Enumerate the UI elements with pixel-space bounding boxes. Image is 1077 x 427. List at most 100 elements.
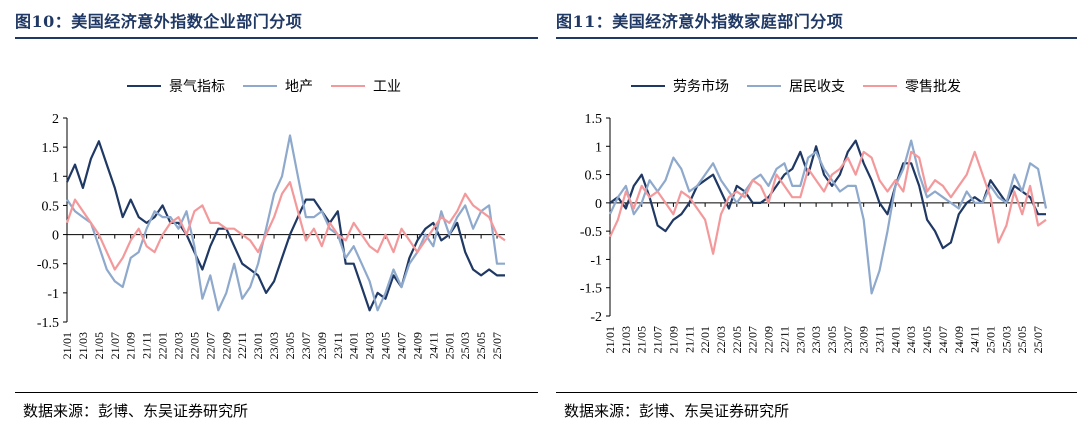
x-tick-label: 24/01 — [347, 332, 361, 359]
x-tick-label: 23/03 — [267, 332, 281, 359]
x-tick-label: 25/07 — [1031, 326, 1045, 353]
legend: 景气指标 地产 工业 — [127, 76, 419, 96]
line-chart-business: 21.510.50-0.5-1-1.521/01 21/03 21/05 21/07 2… — [37, 112, 506, 359]
x-tick-label: 23/11 — [331, 332, 345, 359]
x-tick-label: 25/05 — [1015, 326, 1029, 353]
x-tick-label: 21/01 — [603, 326, 617, 353]
x-tick-label: 21/03 — [76, 332, 90, 359]
y-tick-label: 1.5 — [42, 141, 60, 156]
y-tick-label: 0.5 — [585, 169, 603, 184]
x-tick-label: 23/07 — [841, 326, 855, 353]
x-tick-label: 23/01 — [251, 332, 265, 359]
x-tick-label: 21/09 — [666, 326, 680, 353]
x-tick-label: 25/07 — [490, 332, 504, 359]
x-tick-label: 22/05 — [730, 326, 744, 353]
x-tick-label: 24/05 — [379, 332, 393, 359]
legend-item: 景气指标 — [127, 76, 225, 96]
x-tick-label: 22/07 — [746, 326, 760, 353]
x-tick-label: 22/07 — [203, 332, 217, 359]
legend-swatch — [243, 85, 277, 87]
x-tick-label: 23/03 — [809, 326, 823, 353]
chart-panel-business: 图10：美国经济意外指数企业部门分项 景气指标 地产 工业 2 1.5 1 0.5 0 -… — [15, 0, 538, 427]
line-chart-household: 1.5 1 0.5 0 -0.5 -1 -1.5 -221/01 21/03 21/05 21/07… — [580, 112, 1048, 353]
x-tick-label: 21/07 — [108, 332, 122, 359]
x-tick-label: 22/05 — [187, 332, 201, 359]
x-tick-label: 22/03 — [171, 332, 185, 359]
x-tick-label: 23/09 — [315, 332, 329, 359]
figure-title: 图11：美国经济意外指数家庭部门分项 — [556, 12, 844, 31]
y-tick-label: -1 — [590, 253, 602, 268]
y-tick-label: -1.5 — [37, 316, 59, 331]
x-tick-label: 24/07 — [936, 326, 950, 353]
series-line-3 — [609, 150, 1047, 255]
legend-label: 居民收支 — [789, 79, 845, 95]
y-tick-label: -1.5 — [580, 282, 602, 297]
x-tick-label: 22/01 — [156, 332, 170, 359]
y-tick-label: -2 — [590, 310, 602, 325]
x-tick-label: 22/11 — [777, 326, 791, 353]
legend-item: 居民收支 — [747, 76, 845, 96]
series-line-2 — [609, 139, 1048, 295]
y-tick-label: 1 — [595, 140, 602, 155]
x-tick-label: 24/11 — [968, 326, 982, 353]
source-note: 数据来源：彭博、东吴证券研究所 — [564, 402, 790, 420]
x-tick-label: 21/11 — [682, 326, 696, 353]
series-line-3 — [65, 181, 506, 271]
y-tick-label: -0.5 — [37, 258, 59, 273]
x-tick-label: 22/11 — [235, 332, 249, 359]
series-line-1 — [65, 140, 505, 312]
x-tick-label: 21/11 — [140, 332, 154, 359]
x-tick-label: 23/11 — [873, 326, 887, 353]
series-line-2 — [66, 134, 505, 312]
x-tick-label: 23/09 — [857, 326, 871, 353]
legend-item: 工业 — [331, 76, 401, 96]
source-note: 数据来源：彭博、东吴证券研究所 — [23, 402, 249, 420]
title-rule — [556, 37, 1077, 39]
x-tick-label: 24/03 — [363, 332, 377, 359]
legend-label: 地产 — [285, 79, 313, 95]
x-tick-label: 23/05 — [283, 332, 297, 359]
y-tick-label: 0.5 — [42, 199, 60, 214]
x-tick-label: 25/01 — [442, 332, 456, 359]
legend-label: 零售批发 — [905, 79, 961, 95]
title-rule — [15, 37, 538, 39]
y-tick-label: -0.5 — [580, 225, 602, 240]
legend-swatch — [631, 85, 665, 87]
x-tick-label: 23/07 — [299, 332, 313, 359]
x-tick-label: 24/03 — [904, 326, 918, 353]
x-tick-label: 24/01 — [888, 326, 902, 353]
y-tick-label: 2 — [52, 112, 59, 127]
chart-panel-household: 图11：美国经济意外指数家庭部门分项 劳务市场 居民收支 零售批发 1.5 1 0.… — [556, 0, 1077, 427]
series-line-1 — [609, 139, 1046, 250]
y-tick-label: 0 — [595, 197, 602, 212]
x-tick-label: 22/09 — [762, 326, 776, 353]
x-tick-label: 24/11 — [426, 332, 440, 359]
legend-label: 劳务市场 — [673, 79, 729, 95]
y-tick-label: -1 — [47, 287, 59, 302]
source-rule — [556, 392, 1077, 393]
legend-item: 地产 — [243, 76, 313, 96]
x-tick-label: 21/09 — [124, 332, 138, 359]
figure-title: 图10：美国经济意外指数企业部门分项 — [15, 12, 303, 31]
x-tick-label: 22/09 — [219, 332, 233, 359]
legend-swatch — [331, 85, 365, 87]
x-tick-label: 21/03 — [619, 326, 633, 353]
legend: 劳务市场 居民收支 零售批发 — [631, 76, 979, 96]
legend-swatch — [863, 85, 897, 87]
x-tick-label: 25/01 — [984, 326, 998, 353]
x-tick-label: 21/01 — [60, 332, 74, 359]
legend-item: 劳务市场 — [631, 76, 729, 96]
legend-label: 景气指标 — [169, 79, 225, 95]
x-tick-label: 24/05 — [920, 326, 934, 353]
legend-swatch — [747, 85, 781, 87]
x-tick-label: 24/09 — [952, 326, 966, 353]
x-tick-label: 25/05 — [474, 332, 488, 359]
x-tick-label: 21/07 — [651, 326, 665, 353]
x-tick-label: 25/03 — [999, 326, 1013, 353]
legend-item: 零售批发 — [863, 76, 961, 96]
x-tick-label: 24/07 — [394, 332, 408, 359]
y-tick-label: 0 — [52, 229, 59, 244]
x-tick-label: 23/01 — [793, 326, 807, 353]
legend-swatch — [127, 85, 161, 87]
x-tick-label: 22/01 — [698, 326, 712, 353]
